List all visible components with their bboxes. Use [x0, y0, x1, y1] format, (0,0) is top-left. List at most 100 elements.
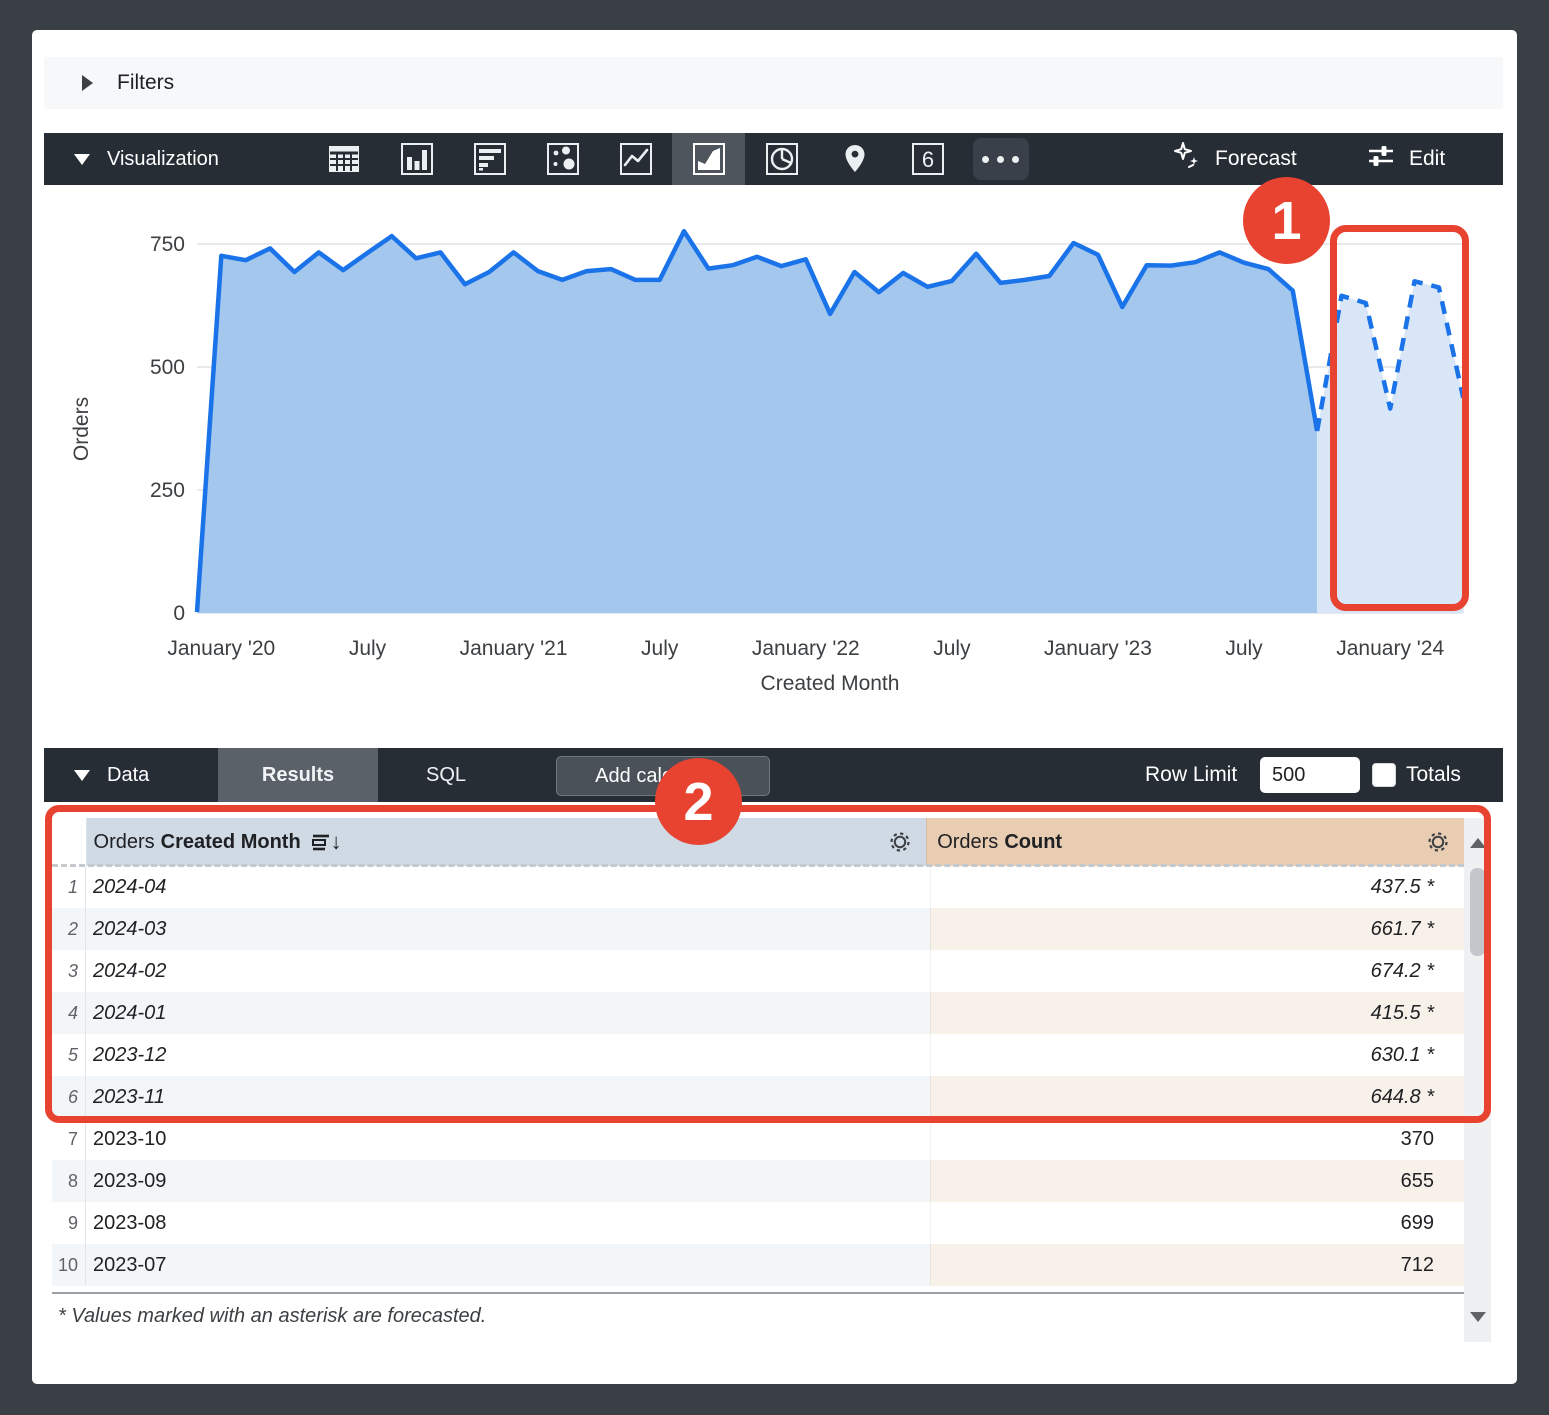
- row-limit-label: Row Limit: [1145, 763, 1238, 786]
- table-row[interactable]: 9 2023-08 699: [52, 1202, 1464, 1244]
- collapse-down-icon: [74, 153, 90, 165]
- annotation-badge-2: 2: [655, 758, 742, 845]
- column-field-label: Created Month: [160, 830, 301, 853]
- orders-area-chart: 0 250 500 750 January '20 July January '21 July…: [70, 228, 1466, 695]
- table-row[interactable]: 10 2023-07 712: [52, 1244, 1464, 1286]
- created-month-cell: 2024-04: [86, 866, 930, 908]
- svg-text:250: 250: [150, 479, 185, 502]
- column-header-count[interactable]: Orders Count: [926, 818, 1464, 866]
- table-row[interactable]: 7 2023-10 370: [52, 1118, 1464, 1160]
- svg-text:July: July: [933, 637, 971, 660]
- orders-count-cell: 712: [930, 1244, 1464, 1286]
- forecast-button[interactable]: Forecast: [1172, 133, 1297, 185]
- data-label: Data: [107, 763, 150, 786]
- table-chart-icon[interactable]: [307, 133, 380, 185]
- column-gear-icon[interactable]: [888, 830, 912, 854]
- row-number: 10: [52, 1244, 86, 1286]
- more-chart-options-icon[interactable]: [964, 133, 1037, 185]
- granularity-icon: [311, 832, 331, 852]
- created-month-cell: 2023-08: [86, 1202, 930, 1244]
- created-month-cell: 2023-11: [86, 1076, 930, 1118]
- tab-results[interactable]: Results: [218, 748, 378, 802]
- svg-text:0: 0: [173, 602, 185, 625]
- sort-desc-icon: ↓: [330, 829, 342, 854]
- scroll-up-icon[interactable]: [1470, 838, 1486, 848]
- row-limit-input[interactable]: [1260, 757, 1360, 793]
- orders-count-cell: 437.5 *: [930, 866, 1464, 908]
- row-number: 5: [52, 1034, 86, 1076]
- table-row[interactable]: 4 2024-01 415.5 *: [52, 992, 1464, 1034]
- expand-right-icon: [82, 75, 93, 91]
- column-view-prefix: Orders: [93, 830, 155, 853]
- single-value-icon[interactable]: 6: [891, 133, 964, 185]
- collapse-down-icon: [74, 769, 90, 781]
- svg-text:January '23: January '23: [1044, 637, 1152, 660]
- orders-count-cell: 655: [930, 1160, 1464, 1202]
- row-number-header: [52, 818, 87, 866]
- orders-count-cell: 674.2 *: [930, 950, 1464, 992]
- table-row[interactable]: 5 2023-12 630.1 *: [52, 1034, 1464, 1076]
- results-table-body: 1 2024-04 437.5 * 2 2024-03 661.7 * 3 2024-02 67…: [52, 866, 1464, 1286]
- pie-chart-icon[interactable]: [745, 133, 818, 185]
- filters-label: Filters: [117, 71, 175, 94]
- column-header-created-month[interactable]: Orders Created Month ↓: [86, 818, 927, 866]
- row-number: 1: [52, 866, 86, 908]
- forecast-footnote: * Values marked with an asterisk are for…: [58, 1305, 487, 1327]
- table-row[interactable]: 8 2023-09 655: [52, 1160, 1464, 1202]
- row-number: 8: [52, 1160, 86, 1202]
- annotation-badge-1: 1: [1243, 177, 1330, 264]
- totals-checkbox[interactable]: [1372, 763, 1396, 787]
- data-toolbar: Data Results SQL Add calculation Row Lim…: [44, 748, 1503, 802]
- row-number: 9: [52, 1202, 86, 1244]
- forecast-boundary-dashed-line: [52, 864, 1464, 867]
- svg-text:January '20: January '20: [167, 637, 275, 660]
- filters-section-header[interactable]: Filters: [44, 57, 1503, 109]
- forecast-sparkle-icon: [1172, 141, 1202, 177]
- orders-count-cell: 370: [930, 1118, 1464, 1160]
- table-row[interactable]: 2 2024-03 661.7 *: [52, 908, 1464, 950]
- table-row[interactable]: 3 2024-02 674.2 *: [52, 950, 1464, 992]
- sliders-icon: [1366, 141, 1396, 177]
- area-chart-icon[interactable]: [672, 133, 745, 185]
- edit-button-label: Edit: [1409, 147, 1446, 170]
- visualization-section-header[interactable]: Visualization: [74, 133, 219, 185]
- created-month-cell: 2023-07: [86, 1244, 930, 1286]
- svg-text:January '22: January '22: [752, 637, 860, 660]
- scatter-chart-icon[interactable]: [526, 133, 599, 185]
- orders-count-cell: 699: [930, 1202, 1464, 1244]
- visualization-label: Visualization: [107, 147, 219, 170]
- table-scrollbar[interactable]: [1464, 818, 1491, 1342]
- svg-text:750: 750: [150, 233, 185, 256]
- created-month-cell: 2023-12: [86, 1034, 930, 1076]
- row-number: 4: [52, 992, 86, 1034]
- bar-chart-icon[interactable]: [453, 133, 526, 185]
- column-field-label: Count: [1004, 830, 1063, 853]
- row-number: 2: [52, 908, 86, 950]
- scrollbar-thumb[interactable]: [1470, 868, 1485, 956]
- orders-count-cell: 661.7 *: [930, 908, 1464, 950]
- row-number: 7: [52, 1118, 86, 1160]
- line-chart-icon[interactable]: [599, 133, 672, 185]
- column-gear-icon[interactable]: [1426, 830, 1450, 854]
- created-month-cell: 2024-01: [86, 992, 930, 1034]
- totals-label: Totals: [1406, 763, 1461, 786]
- results-table-header: Orders Created Month ↓ Orders Count: [52, 818, 1464, 866]
- column-chart-icon[interactable]: [380, 133, 453, 185]
- visualization-toolbar: Visualization: [44, 133, 1503, 185]
- map-chart-icon[interactable]: [818, 133, 891, 185]
- table-footer-divider: [52, 1292, 1464, 1294]
- svg-text:January '21: January '21: [460, 637, 568, 660]
- table-row[interactable]: 6 2023-11 644.8 *: [52, 1076, 1464, 1118]
- svg-text:Orders: Orders: [70, 397, 93, 461]
- data-section-header[interactable]: Data: [74, 748, 149, 802]
- svg-text:Created Month: Created Month: [761, 672, 900, 695]
- scroll-down-icon[interactable]: [1470, 1312, 1486, 1322]
- tab-sql[interactable]: SQL: [425, 763, 467, 786]
- row-number: 3: [52, 950, 86, 992]
- table-row[interactable]: 1 2024-04 437.5 *: [52, 866, 1464, 908]
- svg-text:July: July: [349, 637, 387, 660]
- svg-text:July: July: [641, 637, 679, 660]
- created-month-cell: 2024-03: [86, 908, 930, 950]
- row-number: 6: [52, 1076, 86, 1118]
- edit-button[interactable]: Edit: [1366, 133, 1445, 185]
